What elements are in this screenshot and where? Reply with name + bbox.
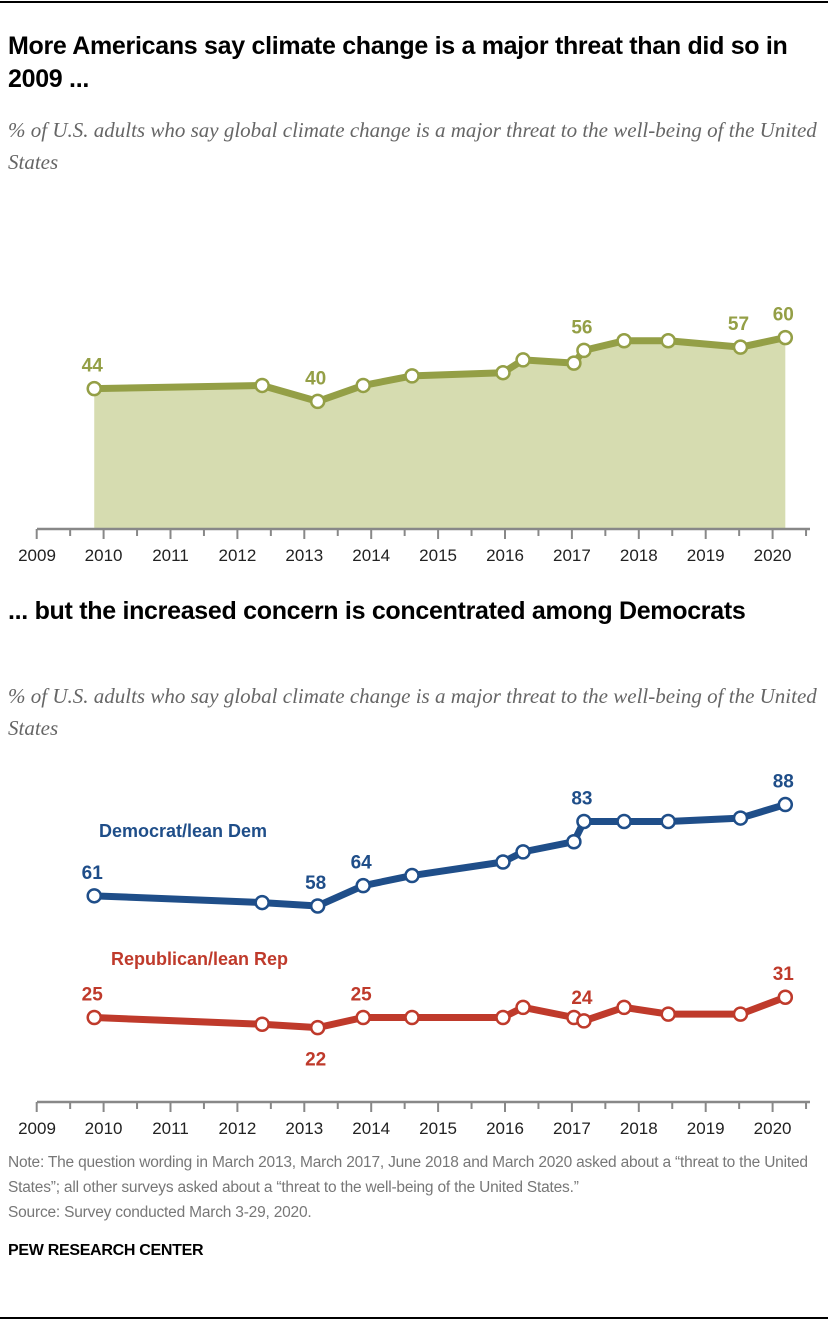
data-point xyxy=(355,377,371,394)
series-line xyxy=(94,993,787,1032)
data-label: 31 xyxy=(773,964,795,985)
data-label: 24 xyxy=(571,988,593,1009)
data-point xyxy=(732,1006,749,1022)
chart2-title: ... but the increased concern is concent… xyxy=(8,597,746,625)
data-point xyxy=(576,813,592,830)
x-tick-label: 2013 xyxy=(285,1119,323,1138)
data-point xyxy=(777,796,794,813)
data-point xyxy=(576,342,592,359)
data-label: 58 xyxy=(305,873,326,894)
x-tick-label: 2010 xyxy=(85,1119,123,1138)
data-point xyxy=(495,854,511,870)
chart2-plot: 61 58 64 83 88 25 22 25 24 31 Democrat/lean Dem Rep… xyxy=(18,772,810,1138)
chart2-subtitle: % of U.S. adults who say global climate … xyxy=(8,684,817,740)
series-label-dem: Democrat/lean Dem xyxy=(99,821,267,841)
source: Source: Survey conducted March 3-29, 202… xyxy=(8,1204,312,1221)
x-tick-label: 2020 xyxy=(754,1119,792,1138)
x-tick-label: 2017 xyxy=(553,546,591,565)
data-point xyxy=(566,355,582,371)
x-tick-label: 2013 xyxy=(285,546,323,565)
x-tick-label: 2014 xyxy=(352,546,390,565)
data-point xyxy=(309,1019,326,1036)
data-point xyxy=(660,333,676,349)
x-tick-label: 2018 xyxy=(620,1119,658,1138)
data-point xyxy=(86,1009,102,1026)
data-point xyxy=(355,877,371,894)
bottom-rule xyxy=(0,1317,828,1319)
data-point xyxy=(576,1013,592,1029)
x-tick-label: 2016 xyxy=(486,1119,524,1138)
data-point xyxy=(495,1009,511,1026)
data-label: 40 xyxy=(305,368,326,389)
data-point xyxy=(404,1009,420,1026)
data-point xyxy=(309,898,326,914)
x-tick-label: 2017 xyxy=(553,1119,591,1138)
data-point xyxy=(254,894,270,911)
x-tick-label: 2009 xyxy=(18,546,56,565)
note-text: Note: The question wording in March 2013… xyxy=(8,1150,828,1225)
data-point xyxy=(355,1009,371,1026)
data-label: 60 xyxy=(773,305,794,326)
series-label-rep: Republican/lean Rep xyxy=(111,949,288,969)
data-point xyxy=(86,380,102,397)
data-point xyxy=(616,333,632,349)
note: Note: The question wording in March 2013… xyxy=(8,1154,808,1196)
data-point xyxy=(616,999,632,1016)
x-tick-label: 2011 xyxy=(152,1119,189,1138)
data-point xyxy=(254,377,270,394)
data-point xyxy=(515,999,531,1016)
x-tick-label: 2019 xyxy=(687,546,725,565)
chart1-plot: 44 40 56 57 60 2009 2010 2011 2012 2013 2014 2015 20… xyxy=(18,305,810,565)
data-point xyxy=(86,888,102,904)
data-point xyxy=(660,1006,676,1022)
x-tick-label: 2015 xyxy=(419,1119,457,1138)
brand-logo-text: PEW RESEARCH CENTER xyxy=(8,1242,204,1259)
data-point xyxy=(566,833,582,850)
x-tick-label: 2009 xyxy=(18,1119,56,1138)
x-tick-label: 2010 xyxy=(85,546,123,565)
data-label: 57 xyxy=(728,314,749,335)
data-label: 64 xyxy=(351,853,373,874)
data-point xyxy=(732,339,749,355)
data-label: 61 xyxy=(82,863,104,884)
data-label: 56 xyxy=(571,317,592,338)
data-point xyxy=(777,989,794,1005)
top-rule xyxy=(0,1,828,3)
x-tick-label: 2011 xyxy=(152,546,189,565)
data-point xyxy=(495,364,511,381)
chart1-title: More Americans say climate change is a m… xyxy=(8,32,788,93)
x-tick-label: 2018 xyxy=(620,546,658,565)
x-tick-label: 2015 xyxy=(419,546,457,565)
data-point xyxy=(732,810,749,826)
x-tick-label: 2012 xyxy=(218,1119,256,1138)
data-point xyxy=(254,1016,270,1033)
data-point xyxy=(404,368,420,384)
x-tick-label: 2019 xyxy=(687,1119,725,1138)
data-point xyxy=(515,352,531,368)
data-point xyxy=(660,813,676,830)
data-point xyxy=(404,867,420,884)
x-tick-label: 2012 xyxy=(218,546,256,565)
data-point xyxy=(515,844,531,860)
x-tick-label: 2014 xyxy=(352,1119,390,1138)
data-label: 44 xyxy=(82,356,104,377)
data-label: 88 xyxy=(773,772,794,793)
x-tick-label: 2016 xyxy=(486,546,524,565)
data-label: 83 xyxy=(571,788,592,809)
data-label: 22 xyxy=(305,1050,326,1071)
area-fill xyxy=(94,337,786,529)
data-point xyxy=(616,813,632,830)
data-point xyxy=(309,393,326,410)
data-point xyxy=(777,329,794,346)
data-label: 25 xyxy=(351,985,373,1006)
x-tick-label: 2020 xyxy=(754,546,792,565)
data-label: 25 xyxy=(82,985,104,1006)
series-line xyxy=(94,801,787,910)
chart1-subtitle: % of U.S. adults who say global climate … xyxy=(8,118,817,174)
